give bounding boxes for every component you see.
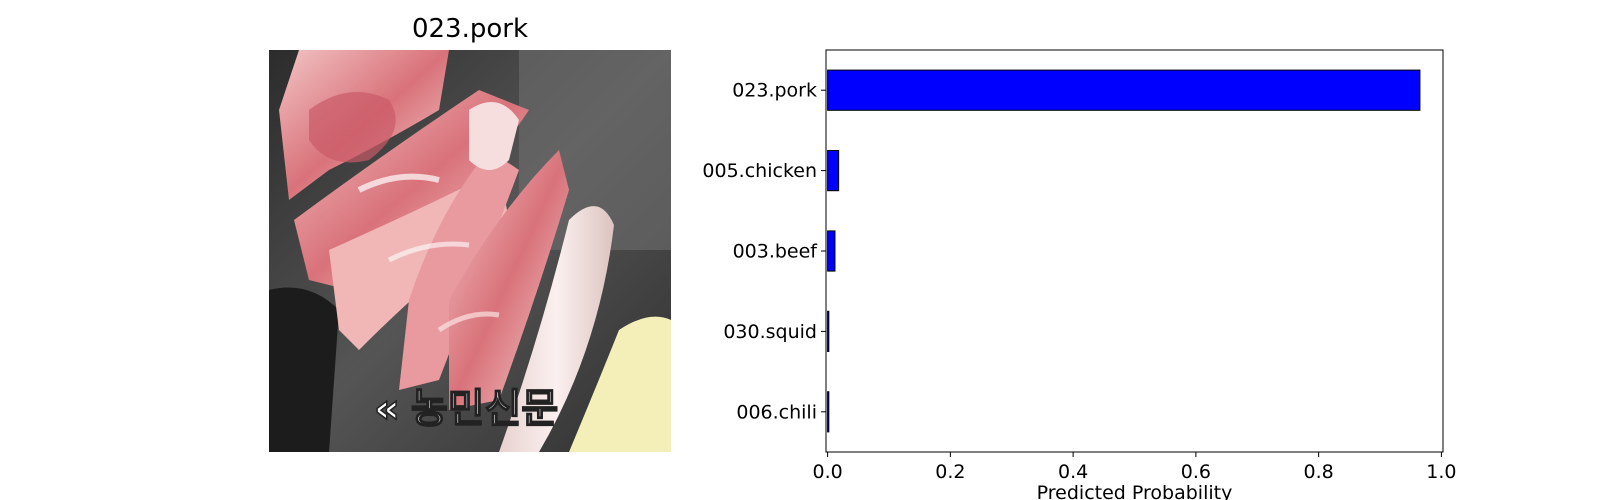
y-tick-label: 030.squid (723, 321, 817, 343)
bar (827, 230, 836, 272)
image-title: 023.pork (411, 14, 529, 44)
food-photo: 농민신문 « (269, 50, 671, 452)
y-tick-label: 003.beef (733, 241, 819, 263)
x-tick-label: 0.4 (1058, 461, 1088, 483)
x-tick-label: 0.0 (812, 461, 842, 483)
x-tick-label: 1.0 (1426, 461, 1456, 483)
y-axis: 023.pork 005.chicken 003.beef 030.squid 006.… (702, 80, 826, 423)
y-tick-label: 023.pork (732, 80, 817, 102)
bar (827, 69, 1421, 111)
bar (827, 310, 830, 352)
watermark-logo-icon: « (374, 386, 400, 432)
x-tick-label: 0.8 (1304, 461, 1334, 483)
bar (827, 391, 830, 433)
y-tick-label: 006.chili (736, 401, 817, 423)
x-tick-label: 0.2 (935, 461, 965, 483)
y-tick-label: 005.chicken (702, 160, 817, 182)
x-axis: 0.0 0.2 0.4 0.6 0.8 1.0 (812, 452, 1457, 483)
bar (827, 150, 840, 192)
x-tick-label: 0.6 (1181, 461, 1211, 483)
x-axis-label: Predicted Probability (1037, 482, 1233, 500)
bars-layer (827, 69, 1421, 433)
watermark-text: 농민신문 (411, 386, 558, 432)
